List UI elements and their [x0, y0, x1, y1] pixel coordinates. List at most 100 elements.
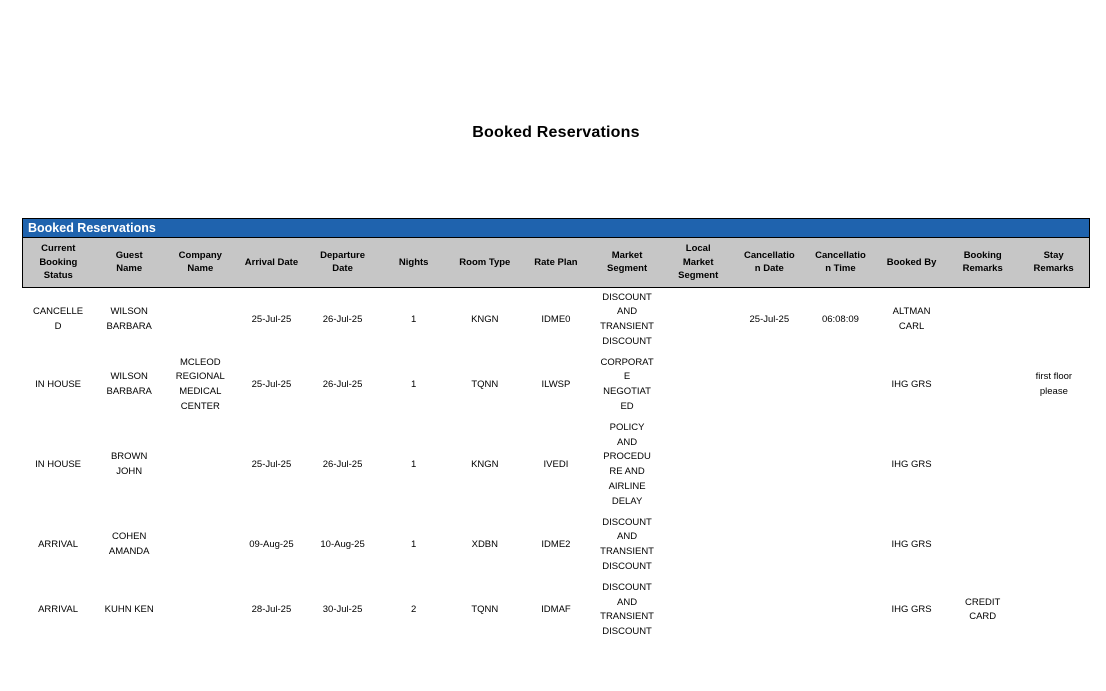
table-cell: IHG GRS [876, 352, 948, 418]
table-cell [804, 577, 876, 644]
table-cell [164, 287, 236, 353]
table-row: IN HOUSE WILSON BARBARA MCLEOD REGIONAL ME… [22, 352, 1090, 418]
table-cell: KUHN KEN [93, 577, 165, 644]
table-cell: WILSON BARBARA [93, 352, 165, 418]
table-cell [733, 577, 805, 644]
table-cell [947, 287, 1019, 353]
table-cell [947, 512, 1019, 578]
table-cell: XDBN [449, 512, 521, 578]
table-cell: 1 [378, 287, 450, 353]
table-cell: 1 [378, 352, 450, 418]
column-header-company-name: Company Name [164, 238, 236, 288]
table-cell [662, 287, 734, 353]
table-cell [662, 352, 734, 418]
table-cell: TQNN [449, 577, 521, 644]
table-cell: IHG GRS [876, 512, 948, 578]
column-header-booked-by: Booked By [876, 238, 948, 288]
table-cell: BROWN JOHN [93, 417, 165, 513]
table-cell: CREDIT CARD [947, 577, 1019, 644]
table-cell: first floor please [1018, 352, 1090, 418]
table-cell [1018, 287, 1090, 353]
table-row: CANCELLE D WILSON BARBARA 25-Jul-25 26-Jul-… [22, 287, 1090, 353]
table-cell: 26-Jul-25 [307, 417, 379, 513]
table-body: CANCELLE D WILSON BARBARA 25-Jul-25 26-Jul-… [22, 287, 1090, 644]
table-cell: CORPORAT E NEGOTIAT ED [591, 352, 663, 418]
column-header-guest-name: Guest Name [93, 238, 165, 288]
table-cell [1018, 417, 1090, 513]
column-header-rate-plan: Rate Plan [520, 238, 592, 288]
table-cell [164, 577, 236, 644]
table-cell [662, 512, 734, 578]
table-cell: DISCOUNT AND TRANSIENT DISCOUNT [591, 287, 663, 353]
table-cell: 25-Jul-25 [235, 287, 307, 353]
table-row: ARRIVAL KUHN KEN 28-Jul-25 30-Jul-25 2 TQNN ID… [22, 577, 1090, 644]
table-row: IN HOUSE BROWN JOHN 25-Jul-25 26-Jul-25 1 KNG… [22, 417, 1090, 513]
table-cell: KNGN [449, 417, 521, 513]
table-cell [947, 417, 1019, 513]
table-cell: 09-Aug-25 [235, 512, 307, 578]
table-cell [733, 417, 805, 513]
table-cell: DISCOUNT AND TRANSIENT DISCOUNT [591, 577, 663, 644]
table-cell: ILWSP [520, 352, 592, 418]
table-cell: 26-Jul-25 [307, 352, 379, 418]
column-header-arrival-date: Arrival Date [235, 238, 307, 288]
column-header-local-market-segment: Local Market Segment [662, 238, 734, 288]
table-cell: ARRIVAL [22, 577, 94, 644]
table-cell: 1 [378, 417, 450, 513]
table-cell: 25-Jul-25 [235, 417, 307, 513]
table-cell [947, 352, 1019, 418]
column-header-cancellation-time: Cancellatio n Time [804, 238, 876, 288]
table-cell: IN HOUSE [22, 352, 94, 418]
reservations-table: Current Booking Status Guest Name Compan… [21, 238, 1091, 644]
column-header-stay-remarks: Stay Remarks [1018, 238, 1091, 288]
table-cell: DISCOUNT AND TRANSIENT DISCOUNT [591, 512, 663, 578]
table-cell: 28-Jul-25 [235, 577, 307, 644]
table-cell [733, 512, 805, 578]
column-header-nights: Nights [378, 238, 450, 288]
table-cell: KNGN [449, 287, 521, 353]
table-cell: 1 [378, 512, 450, 578]
column-header-booking-remarks: Booking Remarks [947, 238, 1019, 288]
table-cell: TQNN [449, 352, 521, 418]
table-cell: IDMAF [520, 577, 592, 644]
column-header-current-booking-status: Current Booking Status [21, 238, 94, 288]
column-header-market-segment: Market Segment [591, 238, 663, 288]
table-cell [733, 352, 805, 418]
column-header-room-type: Room Type [449, 238, 521, 288]
booked-reservations-report: Booked Reservations Current Booking Stat… [21, 218, 1091, 644]
table-cell [804, 512, 876, 578]
table-cell: IDME2 [520, 512, 592, 578]
table-cell: 26-Jul-25 [307, 287, 379, 353]
table-cell [804, 417, 876, 513]
page-title: Booked Reservations [472, 124, 640, 141]
table-cell: IVEDI [520, 417, 592, 513]
table-cell: ALTMAN CARL [876, 287, 948, 353]
table-cell: ARRIVAL [22, 512, 94, 578]
table-cell [662, 577, 734, 644]
table-cell: 2 [378, 577, 450, 644]
table-cell: 25-Jul-25 [733, 287, 805, 353]
header-row: Current Booking Status Guest Name Compan… [21, 238, 1091, 288]
table-cell [1018, 512, 1090, 578]
table-cell: 10-Aug-25 [307, 512, 379, 578]
table-cell: IHG GRS [876, 417, 948, 513]
table-cell: COHEN AMANDA [93, 512, 165, 578]
table-cell: MCLEOD REGIONAL MEDICAL CENTER [164, 352, 236, 418]
table-cell: CANCELLE D [22, 287, 94, 353]
table-cell: IN HOUSE [22, 417, 94, 513]
table-cell [1018, 577, 1090, 644]
table-cell [164, 512, 236, 578]
table-cell: 25-Jul-25 [235, 352, 307, 418]
table-cell [804, 352, 876, 418]
report-section-title: Booked Reservations [28, 221, 156, 235]
table-cell [164, 417, 236, 513]
column-header-departure-date: Departure Date [307, 238, 379, 288]
table-cell: IHG GRS [876, 577, 948, 644]
table-cell: 06:08:09 [804, 287, 876, 353]
table-cell: IDME0 [520, 287, 592, 353]
table-row: ARRIVAL COHEN AMANDA 09-Aug-25 10-Aug-25 1 XD… [22, 512, 1090, 578]
table-cell: POLICY AND PROCEDU RE AND AIRLINE DELAY [591, 417, 663, 513]
report-section-header: Booked Reservations [22, 218, 1090, 238]
column-header-cancellation-date: Cancellatio n Date [733, 238, 805, 288]
